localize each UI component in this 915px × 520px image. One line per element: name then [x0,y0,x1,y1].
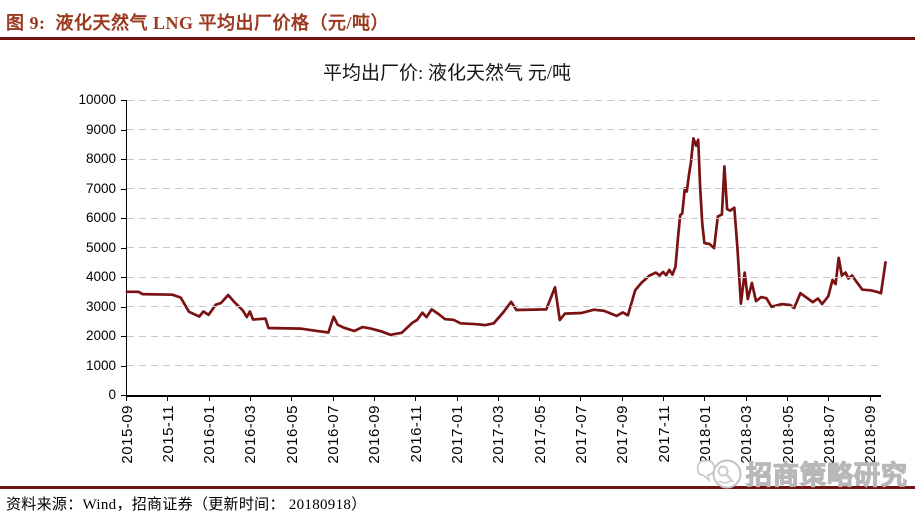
y-gridline [127,365,881,366]
x-axis-tick [580,397,582,401]
x-axis-label: 2016-05 [283,405,301,464]
x-axis-label: 2016-03 [242,405,260,464]
x-axis-tick [167,397,169,401]
x-axis-tick [332,397,334,401]
y-axis-tick [121,159,126,160]
x-axis-tick [869,397,871,401]
price-line-svg [125,137,887,337]
y-gridline [127,188,881,189]
y-axis-label: 2000 [85,328,116,343]
watermark-text: 招商策略研究 [745,460,909,490]
header-rule [0,37,915,40]
figure-title: 液化天然气 LNG 平均出厂价格（元/吨） [55,13,390,33]
x-axis-label: 2017-11 [655,405,673,463]
y-axis-label: 4000 [85,269,116,284]
x-axis-label: 2017-03 [490,405,508,464]
source-line: 资料来源：Wind，招商证券（更新时间： 20180918） [6,493,367,514]
x-axis-label: 2015-09 [118,405,136,464]
y-axis-tick [121,247,126,249]
x-axis-tick [539,397,541,401]
x-axis-label: 2016-11 [407,405,425,463]
x-axis-label: 2016-01 [201,405,219,464]
y-axis-label: 5000 [85,239,116,255]
y-axis-label: 10000 [78,92,116,107]
x-axis-label: 2015-11 [159,405,177,463]
y-gridline [127,217,881,219]
y-axis-tick [121,218,126,219]
plot-area [125,99,887,397]
y-axis-tick [121,277,126,278]
x-axis-tick [291,397,293,401]
source-text: Wind，招商证券（更新时间： 20180918） [82,497,367,513]
x-axis-tick [663,397,665,401]
x-axis-label: 2017-05 [531,405,549,464]
y-gridline [127,247,881,248]
y-axis-label: 3000 [85,298,116,314]
y-gridline [127,276,881,278]
footer-rule [0,486,915,489]
figure-header: 图 9: 液化天然气 LNG 平均出厂价格（元/吨） [6,9,866,35]
y-axis-tick [121,100,126,101]
x-axis-tick [704,397,706,401]
x-axis-tick [126,397,127,401]
x-axis-label: 2017-09 [614,405,632,464]
y-gridline [127,158,881,160]
source-label: 资料来源： [6,497,83,513]
watermark-logo [696,459,742,489]
x-axis-tick [745,397,747,401]
x-axis-tick [249,397,251,401]
y-axis-label: 6000 [85,210,116,225]
y-axis-tick [121,395,126,396]
x-axis-tick [415,397,417,401]
price-line [125,137,887,337]
x-axis-tick [828,397,830,401]
x-axis-tick [497,397,499,401]
y-axis-tick [121,336,126,337]
watermark: 招商策略研究 [694,452,914,494]
y-axis-label: 7000 [85,180,116,196]
y-axis-label: 9000 [85,121,116,137]
y-gridline [127,335,881,337]
y-axis-tick [121,365,126,367]
x-axis-label: 2016-07 [325,405,343,464]
y-axis-tick [121,306,126,308]
figure-label: 图 9: [6,13,46,33]
chart-title: 平均出厂价: 液化天然气 元/吨 [322,63,572,84]
x-axis-label: 2017-07 [572,405,590,464]
x-axis-label: 2016-09 [366,405,384,464]
y-axis-label: 1000 [85,357,116,373]
x-axis-tick [208,397,210,401]
x-axis-tick [456,397,458,401]
y-axis-tick [121,188,126,190]
y-gridline [127,99,881,101]
x-axis-tick [373,397,375,401]
x-axis-label: 2017-01 [449,405,467,464]
x-axis-tick [621,397,623,401]
y-axis-tick [121,129,126,131]
y-gridline [127,129,881,130]
y-axis-label: 0 [108,387,116,402]
y-axis-label: 8000 [85,151,116,166]
x-axis-tick [787,397,789,401]
y-gridline [127,306,881,307]
